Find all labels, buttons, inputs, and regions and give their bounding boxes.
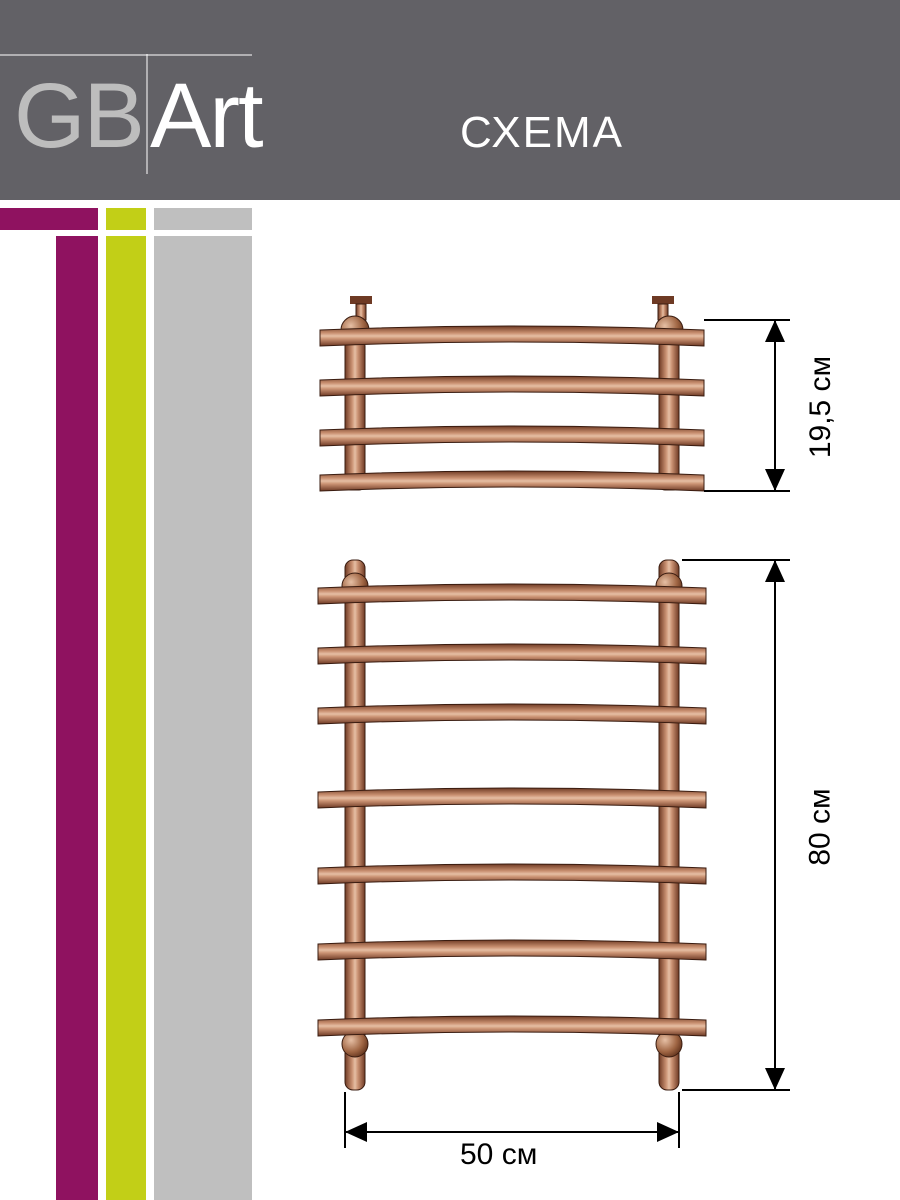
main-view xyxy=(318,560,790,1148)
page: GB Art СХЕМА xyxy=(0,0,900,1200)
diagram-svg xyxy=(0,0,900,1200)
dim-width-label: 50 см xyxy=(460,1138,537,1172)
dim-depth-label: 19,5 см xyxy=(804,356,838,458)
dim-height-label: 80 см xyxy=(804,788,838,865)
top-view xyxy=(320,296,790,491)
